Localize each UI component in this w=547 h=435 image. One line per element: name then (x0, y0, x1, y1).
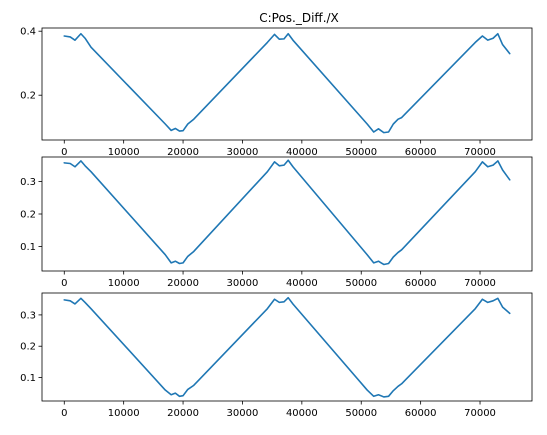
x-tick-label-1-2: 20000 (167, 147, 199, 158)
x-tick-label-3-3: 30000 (227, 408, 259, 419)
x-tick-label-1-1: 10000 (108, 147, 140, 158)
chart-title: C:Pos._Diff./X (259, 11, 339, 25)
series-line-3-1 (63, 296, 511, 398)
x-tick-label-2-2: 20000 (167, 278, 199, 289)
x-tick-label-1-3: 30000 (227, 147, 259, 158)
x-tick-label-3-6: 60000 (405, 408, 437, 419)
y-tick-label-2-0: 0.1 (20, 242, 36, 253)
y-tick-label-1-0: 0.2 (20, 91, 36, 102)
y-tick-label-3-2: 0.3 (20, 310, 36, 321)
x-tick-label-3-7: 70000 (464, 408, 496, 419)
y-tick-label-1-1: 0.4 (20, 27, 36, 38)
x-tick-label-2-1: 10000 (108, 278, 140, 289)
x-tick-label-1-4: 40000 (286, 147, 318, 158)
subplot-2: 0 10000 20000 30000 40000 50000 60000 70000 0.1 0… (20, 156, 533, 289)
subplots: 0 10000 20000 30000 40000 50000 60000 700000.20… (20, 27, 533, 419)
x-tick-label-2-7: 70000 (464, 278, 496, 289)
x-tick-label-2-4: 40000 (286, 278, 318, 289)
x-tick-label-3-0: 0 (61, 408, 67, 419)
y-tick-label-2-1: 0.2 (20, 210, 36, 221)
x-tick-label-1-6: 60000 (405, 147, 437, 158)
x-tick-label-2-0: 0 (61, 278, 67, 289)
y-tick-label-2-2: 0.3 (20, 177, 36, 188)
x-tick-label-2-6: 60000 (405, 278, 437, 289)
x-tick-label-2-3: 30000 (227, 278, 259, 289)
y-tick-label-3-0: 0.1 (20, 373, 36, 384)
y-tick-label-3-1: 0.2 (20, 342, 36, 353)
series-line-2-1 (63, 159, 511, 266)
series-line-1-1 (63, 32, 511, 134)
x-tick-label-3-1: 10000 (108, 408, 140, 419)
x-tick-label-3-4: 40000 (286, 408, 318, 419)
x-tick-label-2-5: 50000 (345, 278, 377, 289)
x-tick-label-1-7: 70000 (464, 147, 496, 158)
subplot-3: 0 10000 20000 30000 40000 50000 60000 70000 0.1 0… (20, 292, 533, 419)
x-tick-label-3-2: 20000 (167, 408, 199, 419)
x-tick-label-3-5: 50000 (345, 408, 377, 419)
subplot-1: 0 10000 20000 30000 40000 50000 60000 70000 0.2 0… (20, 27, 533, 158)
axes-frame-3 (41, 292, 533, 402)
x-tick-label-1-5: 50000 (345, 147, 377, 158)
axes-frame-1 (41, 27, 533, 141)
x-tick-label-1-0: 0 (61, 147, 67, 158)
